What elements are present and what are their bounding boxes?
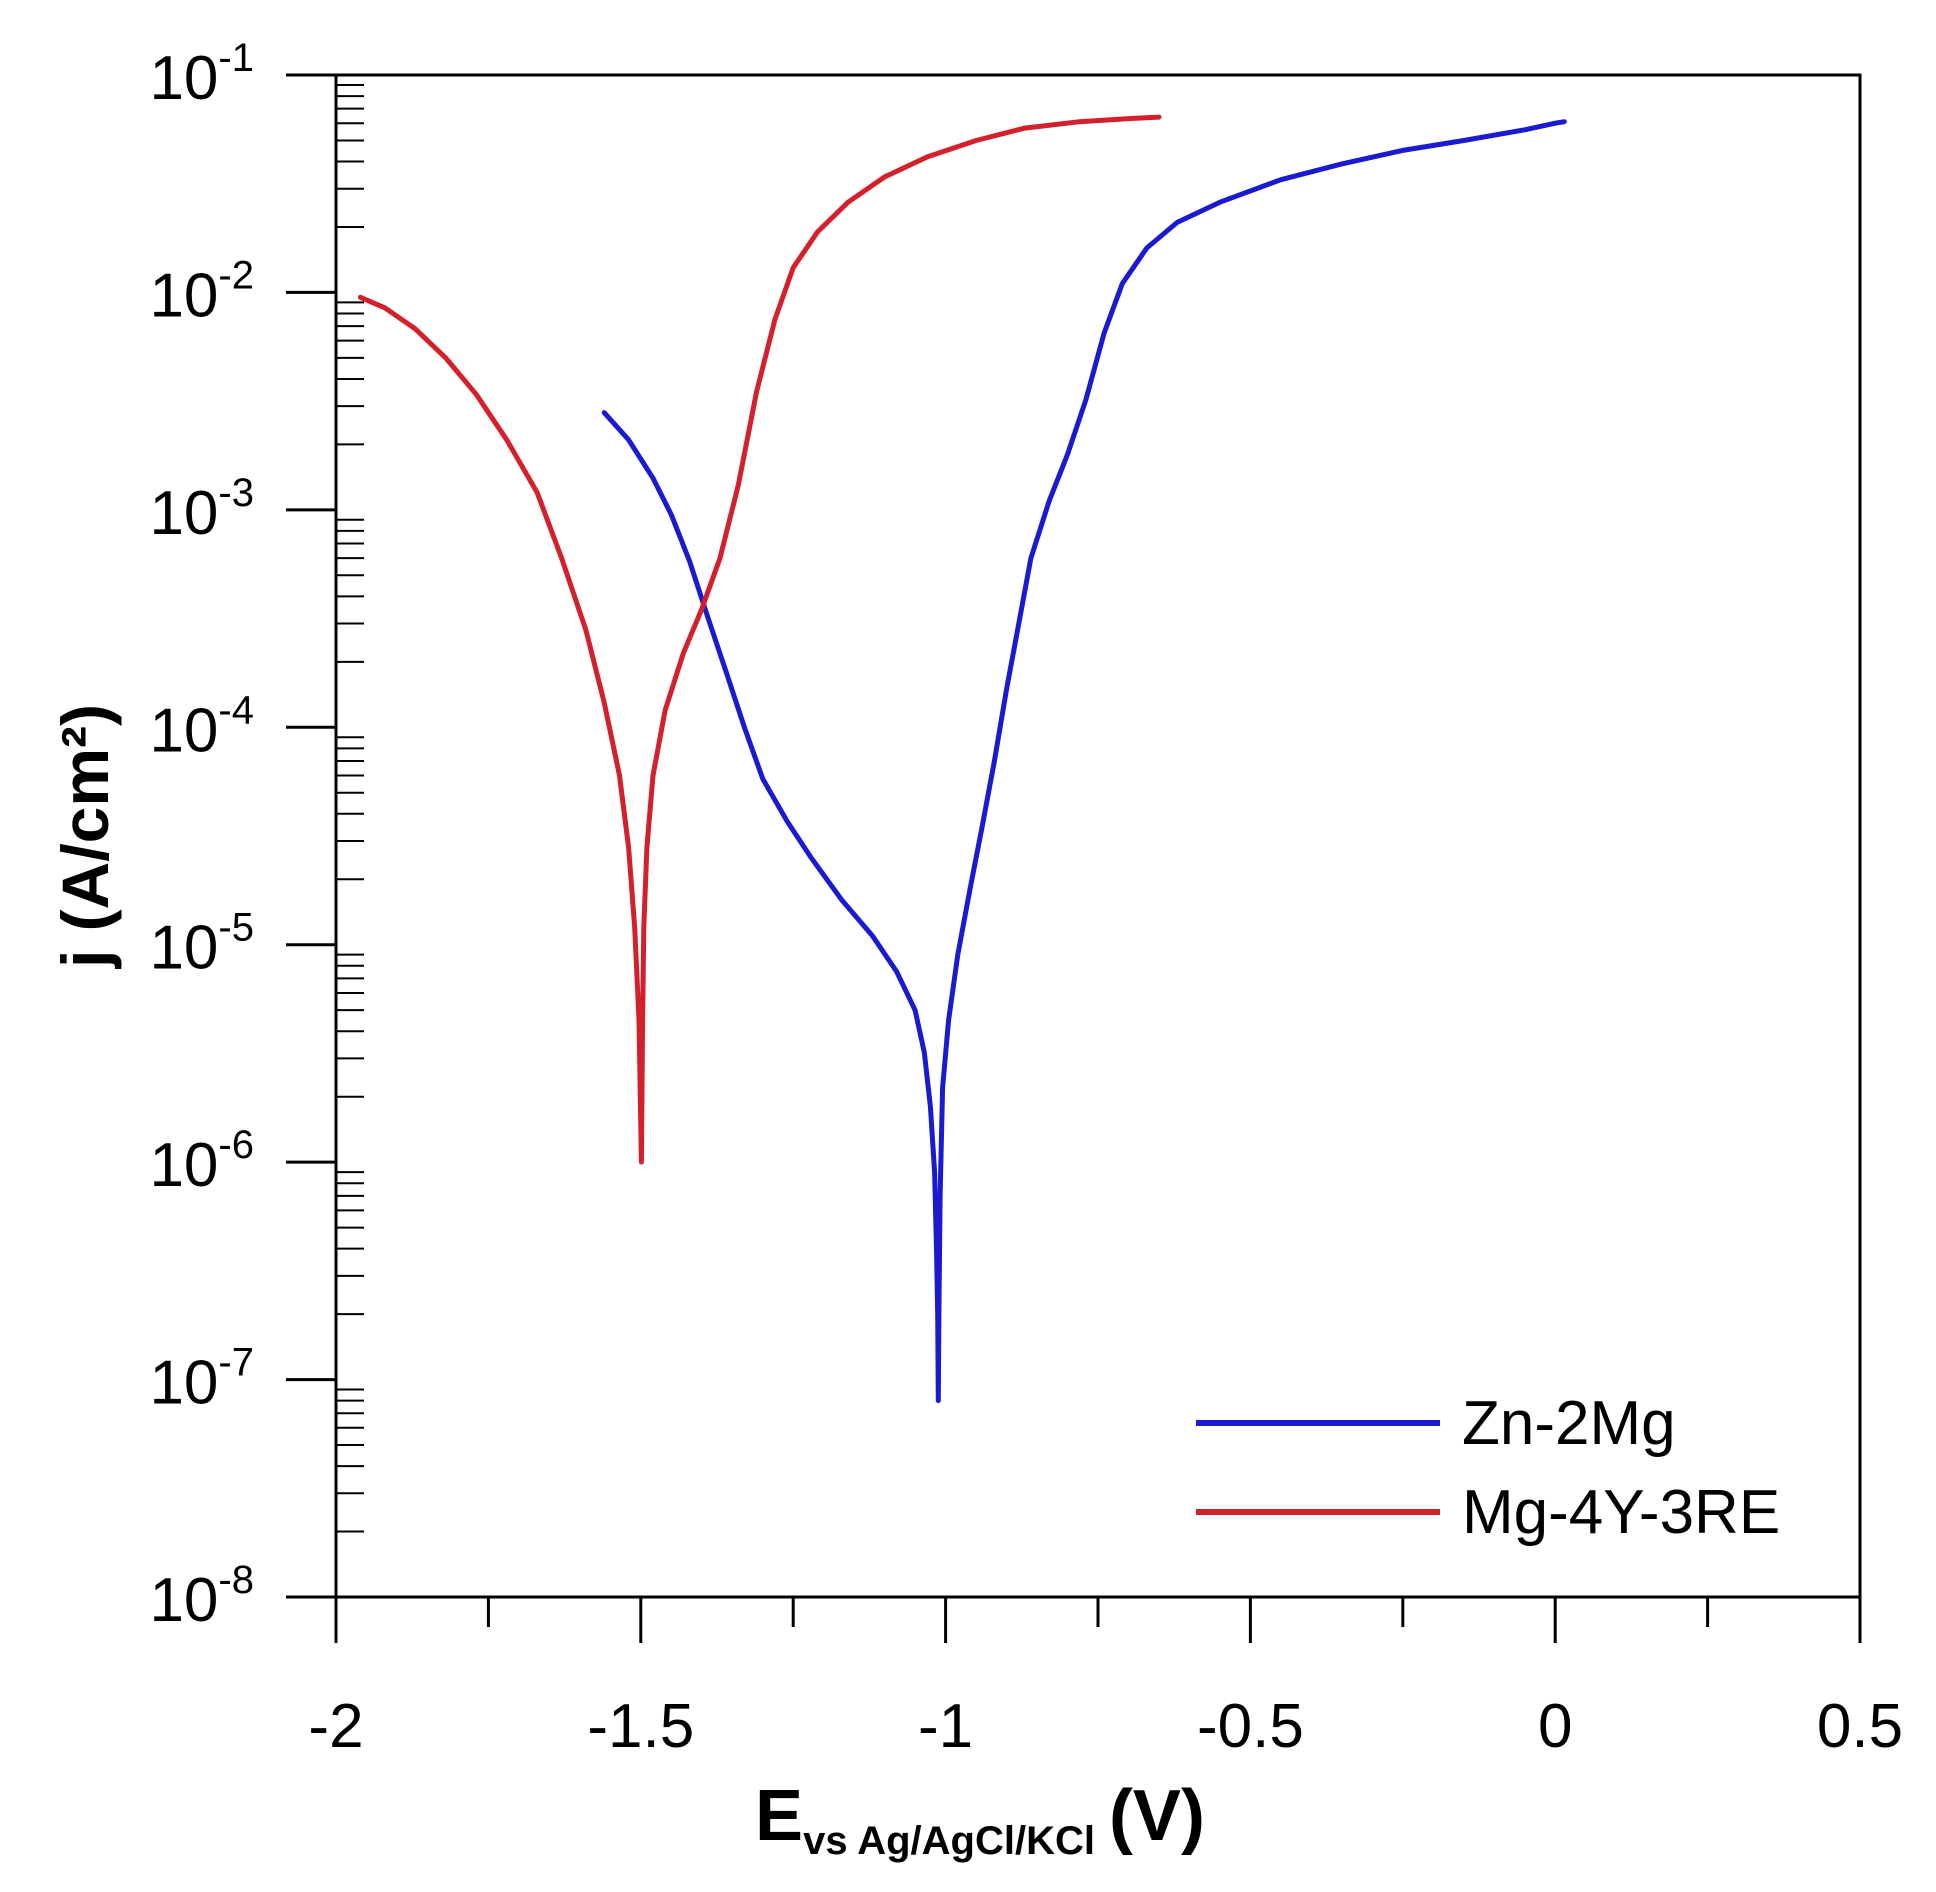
y-tick-label: 10-3 — [149, 471, 254, 548]
x-tick-label: -2 — [308, 1692, 363, 1761]
series-line-zn-2mg — [601, 119, 1567, 1404]
y-tick-exponent: -8 — [218, 1558, 254, 1602]
y-tick-base: 10 — [149, 261, 218, 330]
y-axis-title: j (A/cm²) — [48, 704, 122, 970]
x-axis-title: Evs Ag/AgCl/KCl (V) — [755, 1776, 1205, 1863]
y-tick-base: 10 — [149, 1131, 218, 1200]
y-tick-base: 10 — [149, 479, 218, 548]
y-tick-exponent: -2 — [218, 253, 254, 297]
x-axis-title-unit: (V) — [1109, 1776, 1205, 1856]
y-tick-base: 10 — [149, 1349, 218, 1418]
y-tick-exponent: -1 — [218, 36, 254, 80]
y-tick-base: 10 — [149, 696, 218, 765]
y-tick-label: 10-6 — [149, 1123, 254, 1200]
y-tick-label: 10-4 — [149, 688, 254, 765]
x-tick-label: 0.5 — [1817, 1692, 1903, 1761]
y-tick-base: 10 — [149, 44, 218, 113]
y-tick-exponent: -7 — [218, 1341, 254, 1385]
y-tick-exponent: -4 — [218, 688, 254, 732]
y-axis-tick-labels: 10-110-210-310-410-510-610-710-8 — [149, 36, 254, 1635]
y-tick-label: 10-2 — [149, 253, 254, 330]
x-axis-ticks — [334, 1597, 1862, 1643]
legend-label-mg-4y-3re: Mg-4Y-3RE — [1462, 1478, 1780, 1547]
y-tick-label: 10-5 — [149, 906, 254, 983]
x-axis-title-main: E — [755, 1776, 803, 1856]
y-tick-base: 10 — [149, 1566, 218, 1635]
series-layer — [357, 114, 1567, 1404]
x-axis-title-subscript: vs Ag/AgCl/KCl — [803, 1819, 1095, 1863]
y-tick-label: 10-7 — [149, 1341, 254, 1418]
x-tick-label: -1.5 — [587, 1692, 694, 1761]
y-tick-exponent: -6 — [218, 1123, 254, 1167]
y-tick-base: 10 — [149, 914, 218, 983]
y-tick-exponent: -5 — [218, 906, 254, 950]
x-axis-tick-labels: -2 -1.5 -1 -0.5 0 0.5 — [308, 1692, 1903, 1761]
legend-label-zn-2mg: Zn-2Mg — [1462, 1389, 1676, 1458]
x-tick-label: -0.5 — [1197, 1692, 1304, 1761]
y-tick-label: 10-8 — [149, 1558, 254, 1635]
y-tick-label: 10-1 — [149, 36, 254, 113]
y-tick-exponent: -3 — [218, 471, 254, 515]
x-tick-label: -1 — [918, 1692, 973, 1761]
y-axis-ticks — [286, 73, 364, 1599]
series-line-mg-4y-3re — [357, 114, 1162, 1165]
x-tick-label: 0 — [1538, 1692, 1572, 1761]
legend: Zn-2Mg Mg-4Y-3RE — [1196, 1389, 1780, 1547]
